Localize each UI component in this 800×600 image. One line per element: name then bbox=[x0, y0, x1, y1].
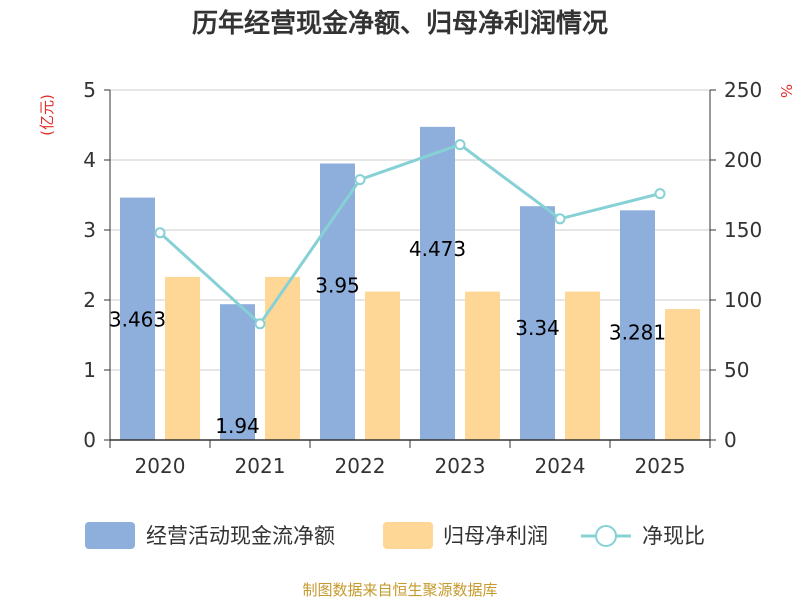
data-label-cash-flow-2020: 3.463 bbox=[109, 308, 166, 332]
ratio-series-line bbox=[158, 142, 661, 327]
ratio-point-2023 bbox=[454, 139, 466, 151]
bar-cash-flow-2022 bbox=[320, 163, 355, 440]
bar-net-profit-2020 bbox=[165, 276, 200, 440]
legend-swatch-net-profit bbox=[383, 522, 433, 549]
bar-cash-flow-2025 bbox=[620, 210, 655, 440]
data-label-cash-flow-2024: 3.34 bbox=[515, 316, 560, 340]
bar-net-profit-2022 bbox=[365, 291, 400, 440]
left-tick-label: 4 bbox=[83, 148, 96, 172]
data-label-cash-flow-2025: 3.281 bbox=[609, 320, 666, 344]
chart-title: 历年经营现金净额、归母净利润情况 bbox=[192, 8, 608, 39]
legend-label-cash-flow: 经营活动现金流净额 bbox=[146, 524, 335, 548]
right-tick-label: 150 bbox=[724, 218, 762, 242]
data-label-cash-flow-2023: 4.473 bbox=[409, 237, 466, 261]
x-tick-label-2025: 2025 bbox=[635, 454, 686, 478]
left-tick-label: 0 bbox=[83, 428, 96, 452]
data-source-note: 制图数据来自恒生聚源数据库 bbox=[302, 581, 497, 599]
data-labels: 3.463 1.94 3.95 4.473 3.34 3.281 bbox=[109, 237, 666, 438]
data-label-cash-flow-2022: 3.95 bbox=[315, 274, 360, 298]
right-axis-unit: % bbox=[777, 84, 795, 98]
legend-label-ratio: 净现比 bbox=[642, 524, 705, 548]
left-axis-unit: (亿元) bbox=[38, 94, 56, 136]
bar-cash-flow-2023 bbox=[420, 126, 455, 440]
bars bbox=[120, 126, 700, 440]
bar-net-profit-2023 bbox=[465, 291, 500, 440]
left-tick-label: 2 bbox=[83, 288, 96, 312]
right-tick-label: 0 bbox=[724, 428, 737, 452]
x-tick-label-2022: 2022 bbox=[335, 454, 386, 478]
data-label-cash-flow-2021: 1.94 bbox=[215, 414, 260, 438]
right-tick-label: 50 bbox=[724, 358, 749, 382]
bar-cash-flow-2021 bbox=[220, 304, 255, 440]
bar-net-profit-2021 bbox=[265, 276, 300, 440]
left-tick-label: 3 bbox=[83, 218, 96, 242]
legend-label-net-profit: 归母净利润 bbox=[443, 524, 548, 548]
legend: 经营活动现金流净额 归母净利润 净现比 bbox=[85, 522, 705, 549]
legend-swatch-ratio-marker bbox=[595, 525, 617, 547]
left-tick-label: 1 bbox=[83, 358, 96, 382]
x-tick-label-2024: 2024 bbox=[535, 454, 586, 478]
bar-cash-flow-2024 bbox=[520, 206, 555, 440]
right-tick-label: 100 bbox=[724, 288, 762, 312]
legend-swatch-cash-flow bbox=[85, 522, 135, 549]
ratio-point-2024 bbox=[554, 213, 566, 225]
grid bbox=[110, 89, 710, 371]
bar-net-profit-2025 bbox=[665, 309, 700, 440]
ratio-point-2025 bbox=[654, 188, 666, 200]
x-tick-label-2020: 2020 bbox=[135, 454, 186, 478]
ratio-point-2020 bbox=[154, 227, 166, 239]
ratio-point-2022 bbox=[354, 174, 366, 186]
x-tick-label-2021: 2021 bbox=[235, 454, 286, 478]
bar-net-profit-2024 bbox=[565, 291, 600, 440]
ratio-point-2021 bbox=[254, 318, 266, 330]
right-tick-label: 200 bbox=[724, 148, 762, 172]
bar-cash-flow-2020 bbox=[120, 197, 155, 440]
x-tick-label-2023: 2023 bbox=[435, 454, 486, 478]
right-tick-label: 250 bbox=[724, 78, 762, 102]
left-tick-label: 5 bbox=[83, 78, 96, 102]
ratio-line bbox=[154, 139, 666, 330]
